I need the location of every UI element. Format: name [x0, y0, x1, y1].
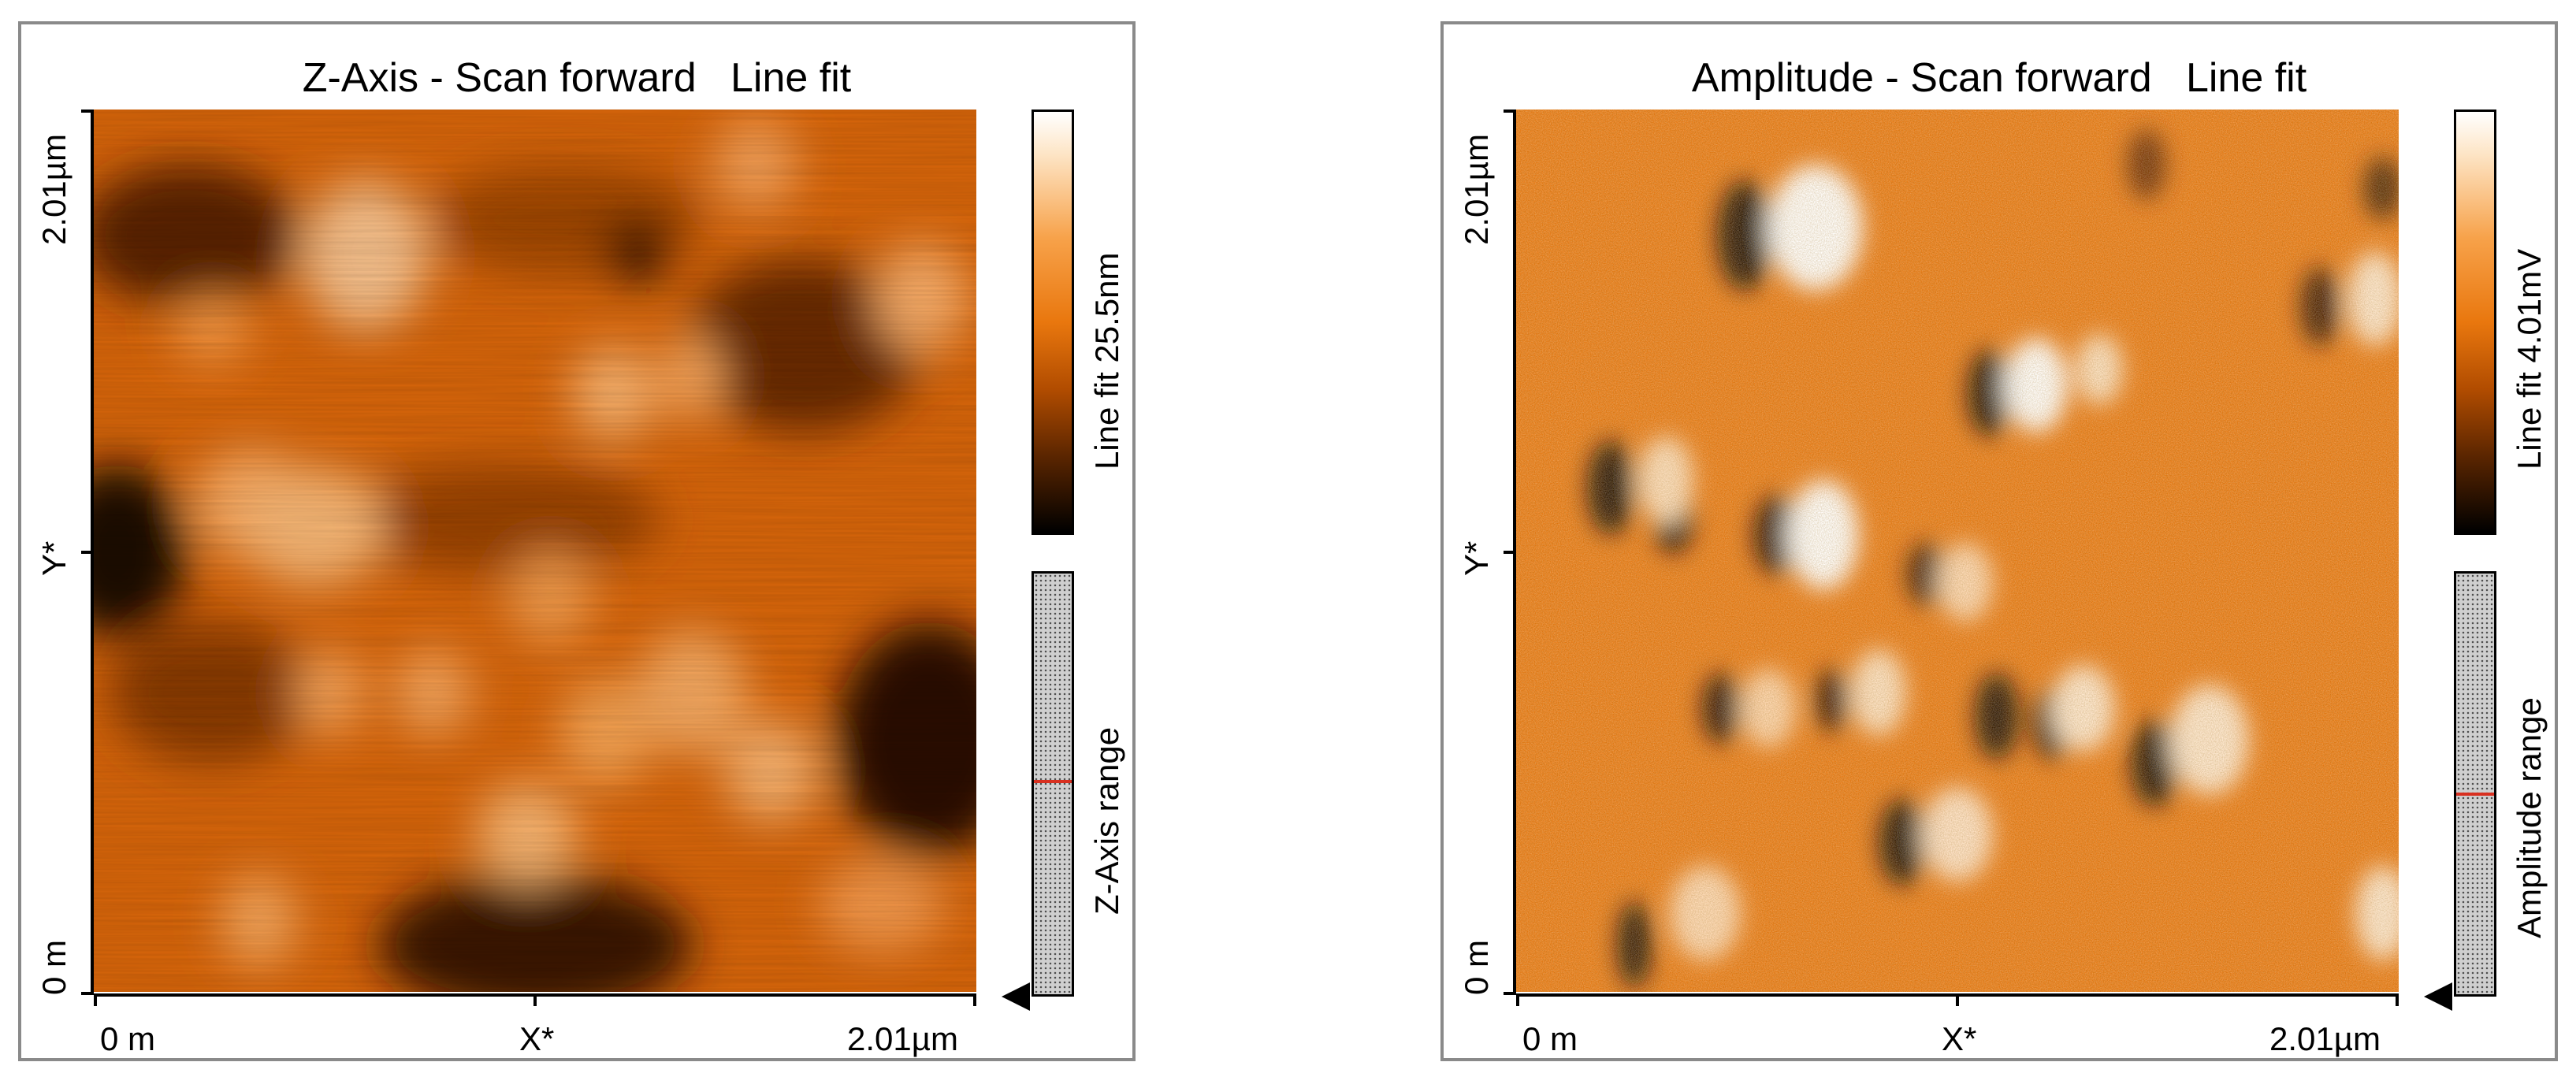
z-axis-range-marker[interactable]	[1034, 780, 1072, 783]
y-axis-start-label: 0 m	[35, 939, 72, 995]
z-axis-colorbar-label: Line fit 25.5nm	[1088, 252, 1125, 470]
range-pointer-icon[interactable]	[2424, 982, 2452, 1011]
x-axis-start-label: 0 m	[100, 1020, 156, 1057]
amplitude-panel: Amplitude - Scan forward Line fit	[1440, 21, 2558, 1061]
z-axis-panel: Z-Axis - Scan forward Line fit	[18, 21, 1136, 1061]
x-axis-mid-label: X*	[1942, 1020, 1977, 1057]
y-tick	[1504, 551, 1516, 554]
y-axis-mid-label: Y*	[1458, 540, 1495, 576]
z-axis-range-label: Z-Axis range	[1088, 726, 1125, 915]
x-axis-end-label: 2.01µm	[847, 1020, 958, 1057]
z-axis-scan-image[interactable]	[94, 110, 976, 992]
amplitude-x-axis	[1516, 993, 2399, 1006]
amplitude-range-slider[interactable]	[2454, 571, 2496, 997]
x-axis-mid-label: X*	[519, 1020, 555, 1057]
amplitude-scan-image[interactable]	[1516, 110, 2399, 992]
z-axis-title: Z-Axis - Scan forward Line fit	[302, 55, 852, 101]
y-axis-end-label: 2.01µm	[1458, 134, 1495, 245]
y-axis-start-label: 0 m	[1458, 939, 1495, 995]
y-tick	[1504, 992, 1516, 995]
x-axis-end-label: 2.01µm	[2269, 1020, 2381, 1057]
amplitude-range-label: Amplitude range	[2511, 697, 2548, 938]
z-axis-x-axis	[94, 993, 976, 1006]
y-tick	[81, 551, 94, 554]
z-axis-range-slider[interactable]	[1032, 571, 1074, 997]
amplitude-range-marker[interactable]	[2456, 793, 2494, 796]
y-axis-mid-label: Y*	[35, 540, 72, 576]
amplitude-colorbar	[2454, 110, 2496, 535]
amplitude-title: Amplitude - Scan forward Line fit	[1691, 55, 2307, 101]
z-axis-colorbar	[1032, 110, 1074, 535]
range-pointer-icon[interactable]	[1002, 982, 1030, 1011]
y-tick	[81, 992, 94, 995]
x-axis-start-label: 0 m	[1522, 1020, 1578, 1057]
y-tick	[81, 110, 94, 113]
y-axis-end-label: 2.01µm	[35, 134, 72, 245]
y-tick	[1504, 110, 1516, 113]
amplitude-colorbar-label: Line fit 4.01mV	[2511, 248, 2548, 470]
